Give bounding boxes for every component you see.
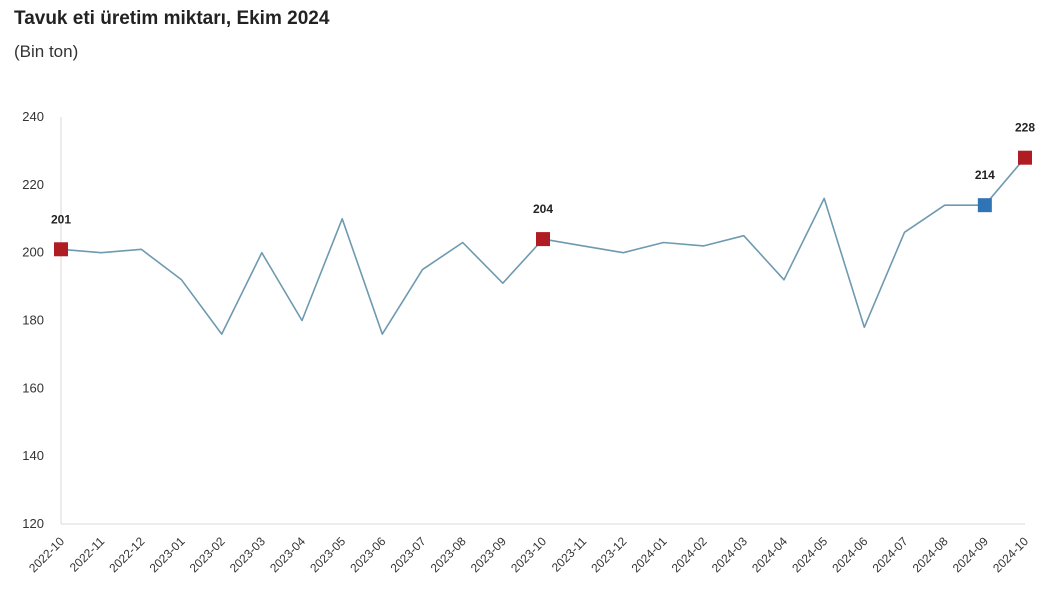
data-label: 204 xyxy=(533,202,553,216)
x-tick-label: 2024-10 xyxy=(990,534,1031,575)
chart-subtitle: (Bin ton) xyxy=(14,42,79,61)
x-tick-label: 2024-09 xyxy=(950,534,991,575)
x-tick-label: 2024-01 xyxy=(629,534,670,575)
x-tick-label: 2022-12 xyxy=(106,534,147,575)
x-tick-label: 2024-05 xyxy=(789,534,830,575)
x-tick-label: 2023-02 xyxy=(187,534,228,575)
data-label: 228 xyxy=(1015,121,1035,135)
highlight-marker xyxy=(977,198,992,213)
highlight-marker xyxy=(1018,150,1032,165)
x-tick-label: 2023-08 xyxy=(428,534,469,575)
x-tick-label: 2023-05 xyxy=(307,534,348,575)
x-tick-label: 2023-07 xyxy=(388,534,429,575)
y-tick-label: 240 xyxy=(22,109,44,124)
y-tick-label: 160 xyxy=(22,380,44,395)
x-tick-label: 2024-02 xyxy=(669,534,710,575)
x-tick-label: 2023-04 xyxy=(267,534,308,575)
x-tick-label: 2024-08 xyxy=(910,534,951,575)
x-tick-label: 2023-11 xyxy=(549,534,590,575)
x-tick-label: 2024-03 xyxy=(709,534,750,575)
x-tick-label: 2024-07 xyxy=(870,534,911,575)
y-axis: 120 140 160 180 200 220 240 xyxy=(22,109,62,531)
chart-title: Tavuk eti üretim miktarı, Ekim 2024 xyxy=(14,8,330,29)
marker-group: 201 204 214 228 xyxy=(51,121,1035,257)
x-tick-label: 2022-11 xyxy=(67,534,108,575)
data-label: 201 xyxy=(51,212,71,226)
x-tick-label: 2023-12 xyxy=(588,534,629,575)
x-tick-label: 2023-10 xyxy=(508,534,549,575)
x-tick-label: 2024-04 xyxy=(749,534,790,575)
x-tick-label: 2023-03 xyxy=(227,534,268,575)
x-tick-label: 2023-09 xyxy=(468,534,509,575)
y-tick-label: 140 xyxy=(22,448,44,463)
highlight-marker xyxy=(54,242,68,257)
y-tick-label: 180 xyxy=(22,313,44,328)
x-tick-label: 2024-06 xyxy=(829,534,870,575)
y-tick-label: 120 xyxy=(22,516,44,531)
x-tick-label: 2023-06 xyxy=(347,534,388,575)
x-tick-label: 2022-10 xyxy=(26,534,67,575)
x-tick-label: 2023-01 xyxy=(147,534,188,575)
y-tick-label: 200 xyxy=(22,245,44,260)
highlight-marker xyxy=(536,232,550,247)
y-tick-label: 220 xyxy=(22,177,44,192)
data-label: 214 xyxy=(975,168,995,182)
x-axis: 2022-10 2022-11 2022-12 2023-01 2023-02 2023-… xyxy=(26,523,1031,575)
